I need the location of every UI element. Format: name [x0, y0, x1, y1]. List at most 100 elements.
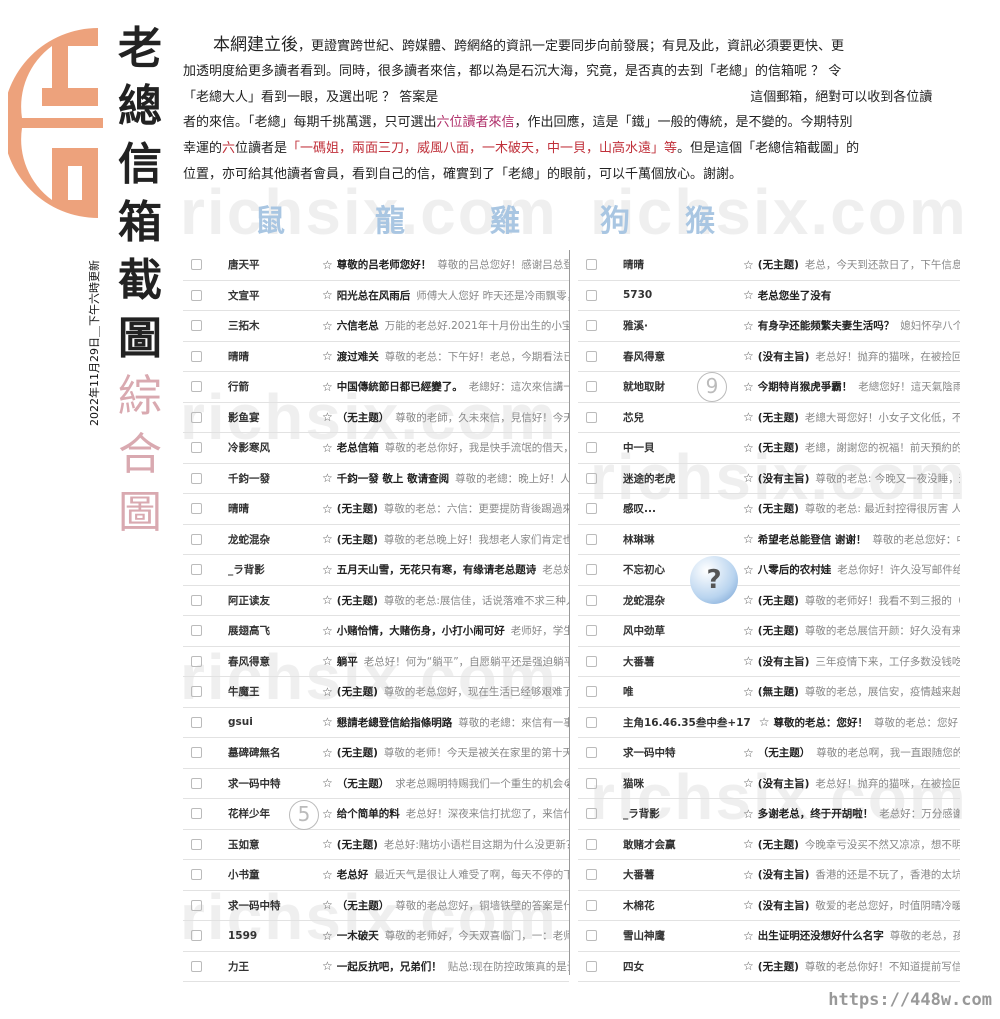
row-checkbox[interactable] — [191, 350, 202, 362]
mail-row[interactable]: 唯 ☆ (無主題) 尊敬的老总，展信安，疫情越来越严重， — [578, 677, 960, 708]
row-checkbox[interactable] — [586, 259, 597, 271]
row-checkbox[interactable] — [191, 533, 202, 545]
row-checkbox[interactable] — [586, 899, 597, 911]
star-outline-icon[interactable]: ☆ — [743, 593, 754, 608]
mail-row[interactable]: 晴晴 ☆ (无主题) 尊敬的老总：六信：更要提防背後踢過來的腳， — [183, 494, 569, 525]
mail-row[interactable]: 阿正读友 ☆ (无主题) 尊敬的老总:展信佳，话说落难不求三种人，其中 — [183, 586, 569, 616]
star-outline-icon[interactable]: ☆ — [322, 440, 333, 455]
star-outline-icon[interactable]: ☆ — [322, 837, 333, 852]
mail-row[interactable]: 行箭 ☆ 中国傳統節日都已經變了。 老總好：這次來信講一個紮心 — [183, 372, 569, 403]
mail-row[interactable]: 5730 ☆ 老总您坐了没有 — [578, 281, 960, 311]
star-outline-icon[interactable]: ☆ — [743, 837, 754, 852]
star-outline-icon[interactable]: ☆ — [743, 288, 754, 303]
row-checkbox[interactable] — [191, 686, 202, 698]
row-checkbox[interactable] — [191, 381, 202, 393]
star-outline-icon[interactable]: ☆ — [322, 288, 333, 303]
mail-row[interactable]: gsui ☆ 懇請老總登信給指條明路 尊敬的老總：來信有一事懇請老 — [183, 708, 569, 738]
star-outline-icon[interactable]: ☆ — [322, 379, 333, 394]
star-outline-icon[interactable]: ☆ — [322, 715, 333, 730]
mail-row[interactable]: 文宣平 ☆ 阳光总在风雨后 师傅大人您好 昨天还是冷雨飘零，今天已 — [183, 281, 569, 311]
star-outline-icon[interactable]: ☆ — [322, 410, 333, 425]
star-outline-icon[interactable]: ☆ — [322, 806, 333, 821]
star-outline-icon[interactable]: ☆ — [743, 501, 754, 516]
star-outline-icon[interactable]: ☆ — [322, 684, 333, 699]
row-checkbox[interactable] — [191, 838, 202, 850]
star-outline-icon[interactable]: ☆ — [322, 898, 333, 913]
mail-row[interactable]: 大番薯 ☆ (没有主旨) 香港的还是不玩了，香港的太坑爹了， — [578, 860, 960, 891]
row-checkbox[interactable] — [191, 716, 202, 728]
star-outline-icon[interactable]: ☆ — [743, 379, 754, 394]
mail-row[interactable]: 龙蛇混杂 ☆ (无主题) 尊敬的老总晚上好！我想老人家们肯定也刷到了 — [183, 525, 569, 555]
star-outline-icon[interactable]: ☆ — [322, 867, 333, 882]
mail-row[interactable]: 冷影寒风 ☆ 老总信箱 尊敬的老总你好，我是快手流氓的借天，在百万 — [183, 433, 569, 464]
mail-row[interactable]: 1599 ☆ 一木破天 尊敬的老师好，今天双喜临门，一：老师登报皆 — [183, 921, 569, 952]
mail-row[interactable]: 芯兒 ☆ (无主题) 老總大哥您好！小女子文化低，不懂五行 — [578, 403, 960, 433]
row-checkbox[interactable] — [191, 289, 202, 301]
row-checkbox[interactable] — [586, 869, 597, 881]
row-checkbox[interactable] — [191, 320, 202, 332]
star-outline-icon[interactable]: ☆ — [322, 593, 333, 608]
star-outline-icon[interactable]: ☆ — [743, 623, 754, 638]
row-checkbox[interactable] — [191, 899, 202, 911]
row-checkbox[interactable] — [586, 960, 597, 972]
row-checkbox[interactable] — [586, 381, 597, 393]
star-outline-icon[interactable]: ☆ — [743, 928, 754, 943]
row-checkbox[interactable] — [191, 808, 202, 820]
mail-row[interactable]: 大番薯 ☆ (没有主旨) 三年疫情下来，工仔多数没钱吃饭了.. — [578, 647, 960, 677]
footer-url[interactable]: https://448w.com — [828, 990, 992, 1010]
row-checkbox[interactable] — [191, 564, 202, 576]
row-checkbox[interactable] — [586, 808, 597, 820]
row-checkbox[interactable] — [191, 625, 202, 637]
mail-row[interactable]: 春风得意 ☆ 躺平 老总好！何为“躺平”，自愿躺平还是强迫躺平？疫情 — [183, 647, 569, 677]
mail-row[interactable]: 力王 ☆ 一起反抗吧，兄弟们！ 贴总:现在防控政策真的是让百姓够 — [183, 952, 569, 982]
row-checkbox[interactable] — [586, 747, 597, 759]
mail-row[interactable]: 四女 ☆ (无主题) 尊敬的老总你好！不知道提前写信给你， — [578, 952, 960, 982]
mail-row[interactable]: 晴晴 ☆ (无主题) 老总，今天到还款日了，下午信息又来了 — [578, 250, 960, 281]
row-checkbox[interactable] — [586, 777, 597, 789]
row-checkbox[interactable] — [191, 503, 202, 515]
mail-row[interactable]: 春风得意 ☆ (没有主旨) 老总好！抛弃的猫咪，在被捡回家之后 — [578, 342, 960, 372]
star-outline-icon[interactable]: ☆ — [322, 623, 333, 638]
mail-row[interactable]: 求一码中特 ☆ （无主题） 尊敬的老总您好，铜墙铁壁的答案是什么？求 — [183, 891, 569, 921]
row-checkbox[interactable] — [191, 930, 202, 942]
mail-row[interactable]: 主角16.46.35叁中叁+17 ☆ 尊敬的老总：您好！ 尊敬的老总：您好！ 六… — [578, 708, 960, 738]
row-checkbox[interactable] — [191, 869, 202, 881]
star-outline-icon[interactable]: ☆ — [743, 410, 754, 425]
star-outline-icon[interactable]: ☆ — [322, 532, 333, 547]
row-checkbox[interactable] — [191, 594, 202, 606]
mail-row[interactable]: 唐天平 ☆ 尊敬的吕老师您好！ 尊敬的吕总您好！感谢吕总登信之恩 — [183, 250, 569, 281]
row-checkbox[interactable] — [191, 411, 202, 423]
mail-row[interactable]: 求一码中特 ☆ （无主题） 求老总赐明特赐我们一个重生的机会😭😭😭 — [183, 769, 569, 799]
mail-row[interactable]: 雅溪· ☆ 有身孕还能频繁夫妻生活吗？ 媳妇怀孕八个月了 — [578, 311, 960, 342]
mail-row[interactable]: 就地取財 ☆ 今期特肖猴虎爭霸！ 老總您好！這天氣陰雨連綿 — [578, 372, 960, 403]
star-outline-icon[interactable]: ☆ — [743, 562, 754, 577]
mail-row[interactable]: 雪山神鹰 ☆ 出生证明还没想好什么名字 尊敬的老总，孩子在 — [578, 921, 960, 952]
mail-row[interactable]: 迷途的老虎 ☆ (没有主旨) 尊敬的老总: 今晚又一夜没睡，这是第 — [578, 464, 960, 494]
star-outline-icon[interactable]: ☆ — [743, 806, 754, 821]
row-checkbox[interactable] — [586, 625, 597, 637]
mail-row[interactable]: 晴晴 ☆ 渡过难关 尊敬的老总：下午好！老总，今期看法已经发给 — [183, 342, 569, 372]
row-checkbox[interactable] — [586, 472, 597, 484]
mail-row[interactable]: 小书童 ☆ 老总好 最近天气是很让人难受了啊，每天不停的下雨，外 — [183, 860, 569, 891]
row-checkbox[interactable] — [191, 655, 202, 667]
star-outline-icon[interactable]: ☆ — [743, 257, 754, 272]
star-outline-icon[interactable]: ☆ — [743, 959, 754, 974]
row-checkbox[interactable] — [586, 350, 597, 362]
star-outline-icon[interactable]: ☆ — [743, 318, 754, 333]
mail-row[interactable]: 风中劲草 ☆ (无主题) 尊敬的老总展信开颜：好久没有来信了， — [578, 616, 960, 647]
row-checkbox[interactable] — [586, 289, 597, 301]
star-outline-icon[interactable]: ☆ — [743, 684, 754, 699]
row-checkbox[interactable] — [191, 777, 202, 789]
mail-row[interactable]: 敢赌才会赢 ☆ (无主题) 今晚幸亏没买不然又凉凉，想不明白蛇跟 — [578, 830, 960, 860]
row-checkbox[interactable] — [586, 533, 597, 545]
star-outline-icon[interactable]: ☆ — [743, 440, 754, 455]
mail-row[interactable]: 玉如意 ☆ (无主题) 老总好:赌坊小语栏目这期为什么没更新？ — [183, 830, 569, 860]
row-checkbox[interactable] — [586, 320, 597, 332]
mail-row[interactable]: 龙蛇混杂 ☆ (无主题) 尊敬的老师好！我看不到三报的（信箱栏 — [578, 586, 960, 616]
row-checkbox[interactable] — [191, 747, 202, 759]
mail-row[interactable]: 猫咪 ☆ (没有主旨) 老总好！抛弃的猫咪，在被捡回家之后 — [578, 769, 960, 799]
star-outline-icon[interactable]: ☆ — [322, 776, 333, 791]
row-checkbox[interactable] — [191, 259, 202, 271]
row-checkbox[interactable] — [586, 564, 597, 576]
row-checkbox[interactable] — [586, 594, 597, 606]
